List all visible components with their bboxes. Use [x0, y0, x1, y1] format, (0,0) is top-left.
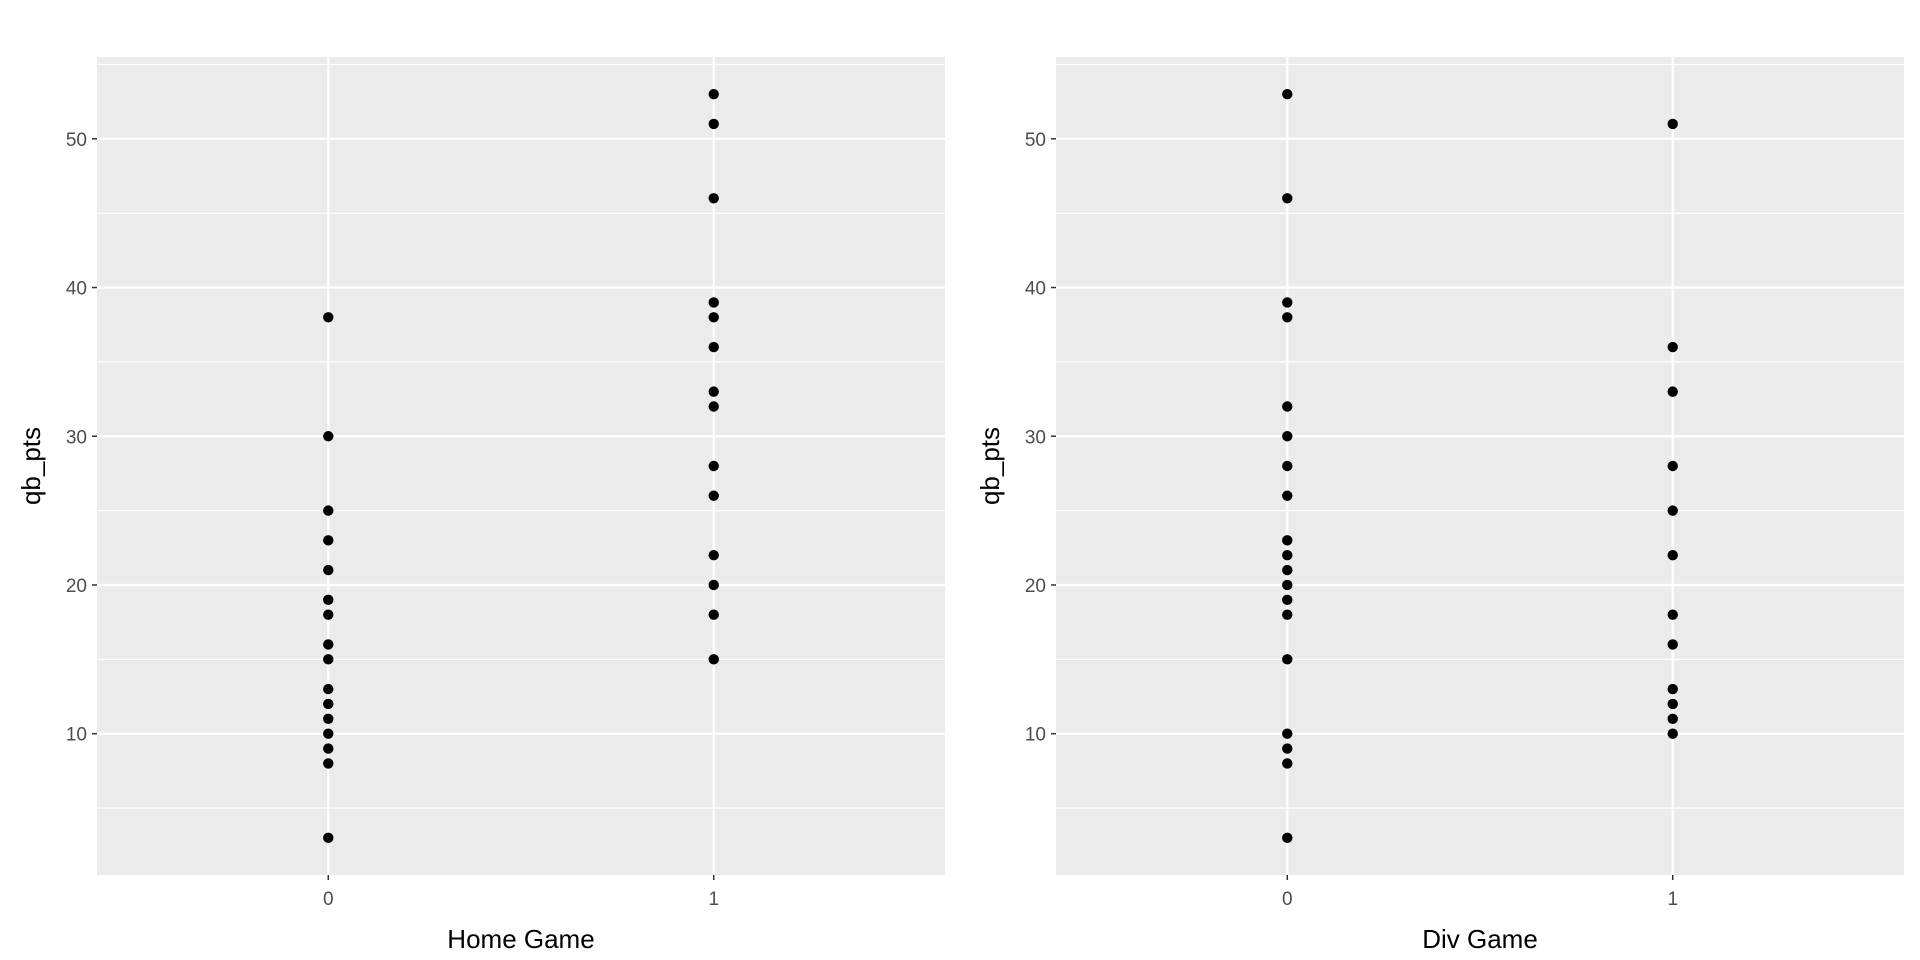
data-point — [708, 609, 719, 620]
data-point — [708, 654, 719, 665]
data-point — [323, 312, 334, 323]
data-point — [323, 535, 334, 546]
data-point — [708, 401, 719, 412]
y-tick-label: 40 — [1025, 279, 1046, 300]
data-point — [1282, 460, 1293, 472]
y-axis-title: qb_pts — [16, 427, 46, 505]
y-tick-label: 50 — [1025, 130, 1046, 151]
data-point — [323, 698, 334, 710]
data-point — [708, 297, 719, 308]
data-point — [1282, 535, 1293, 546]
data-point — [1667, 550, 1678, 561]
data-point — [708, 193, 719, 204]
data-point — [708, 579, 719, 591]
data-point — [708, 88, 719, 100]
data-point — [1667, 728, 1678, 739]
y-axis-title: qb_pts — [975, 427, 1005, 505]
data-point — [708, 312, 719, 323]
y-tick-label: 10 — [66, 725, 87, 746]
data-point — [323, 743, 334, 754]
data-point — [1282, 654, 1293, 665]
data-point — [1282, 594, 1293, 606]
data-point — [1282, 832, 1293, 844]
y-tick-label: 50 — [66, 130, 87, 151]
plot-panel-background — [1056, 57, 1904, 875]
x-tick-label: 0 — [1282, 889, 1293, 910]
data-point — [323, 431, 334, 442]
data-point — [1667, 386, 1678, 397]
data-point — [1282, 401, 1293, 412]
y-tick-label: 30 — [1025, 427, 1046, 448]
data-point — [323, 728, 334, 739]
y-tick-label: 10 — [1025, 725, 1046, 746]
data-point — [1282, 490, 1293, 501]
data-point — [708, 341, 719, 353]
data-point — [1282, 431, 1293, 442]
data-point — [1282, 193, 1293, 204]
data-point — [1282, 728, 1293, 739]
data-point — [708, 386, 719, 397]
data-point — [323, 609, 334, 620]
chart-panel-0: 10 20 30 40 50 0 1 Home Game qb_pts — [16, 57, 945, 954]
data-point — [1282, 564, 1293, 576]
data-point — [1667, 118, 1678, 130]
data-point — [1667, 639, 1678, 650]
y-tick-label: 20 — [66, 576, 87, 597]
data-point — [1282, 312, 1293, 323]
data-point — [708, 118, 719, 130]
data-point — [323, 683, 334, 695]
plot-panel-background — [97, 57, 945, 875]
data-point — [1282, 609, 1293, 620]
data-point — [1667, 683, 1678, 695]
y-tick-label: 30 — [66, 427, 87, 448]
data-point — [708, 490, 719, 501]
data-point — [1282, 550, 1293, 561]
data-point — [1282, 743, 1293, 754]
x-axis-title: Div Game — [1422, 924, 1538, 954]
data-point — [323, 713, 334, 725]
x-axis-title: Home Game — [447, 924, 594, 954]
data-point — [1282, 297, 1293, 308]
data-point — [1667, 341, 1678, 353]
x-tick-label: 1 — [1667, 889, 1678, 910]
x-tick-label: 0 — [323, 889, 334, 910]
data-point — [323, 594, 334, 606]
data-point — [1667, 698, 1678, 710]
data-point — [323, 832, 334, 844]
data-point — [1667, 505, 1678, 516]
data-point — [1282, 579, 1293, 591]
y-tick-label: 20 — [1025, 576, 1046, 597]
data-point — [1282, 88, 1293, 100]
chart-panel-1: 10 20 30 40 50 0 1 Div Game qb_pts — [975, 57, 1904, 954]
x-tick-label: 1 — [708, 889, 719, 910]
data-point — [1282, 758, 1293, 769]
data-point — [1667, 460, 1678, 472]
data-point — [323, 639, 334, 650]
data-point — [708, 460, 719, 472]
y-tick-label: 40 — [66, 279, 87, 300]
data-point — [708, 550, 719, 561]
data-point — [323, 654, 334, 665]
data-point — [1667, 713, 1678, 725]
data-point — [323, 505, 334, 516]
data-point — [323, 758, 334, 769]
data-point — [1667, 609, 1678, 620]
data-point — [323, 564, 334, 576]
